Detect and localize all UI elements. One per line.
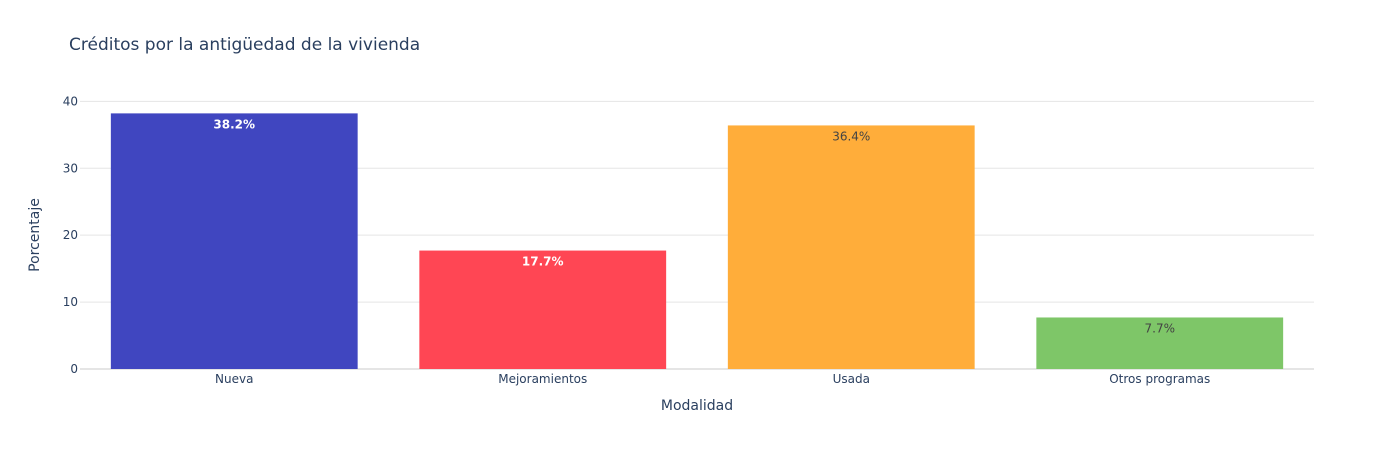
chart-title: Créditos por la antigüedad de la viviend… bbox=[69, 35, 420, 55]
y-tick-label: 20 bbox=[63, 228, 78, 242]
bar-data-label: 17.7% bbox=[522, 255, 564, 269]
y-tick-label: 0 bbox=[70, 362, 78, 376]
bar bbox=[727, 125, 975, 370]
x-tick-label: Otros programas bbox=[1109, 372, 1210, 386]
bars bbox=[110, 113, 1284, 370]
x-tick-label: Nueva bbox=[215, 372, 253, 386]
bar bbox=[1036, 317, 1284, 369]
y-tick-label: 40 bbox=[63, 94, 78, 108]
bar bbox=[419, 250, 667, 369]
y-axis-ticks: 0 10 20 30 40 bbox=[63, 94, 78, 376]
x-axis-title: Modalidad bbox=[661, 398, 733, 414]
y-tick-label: 10 bbox=[63, 295, 78, 309]
x-tick-label: Mejoramientos bbox=[498, 372, 587, 386]
bar-data-label: 38.2% bbox=[213, 117, 255, 131]
bar-data-label: 36.4% bbox=[832, 129, 870, 143]
x-axis-ticks: Nueva Mejoramientos Usada Otros programas bbox=[215, 372, 1210, 386]
bar-labels: 38.2% 17.7% 36.4% 7.7% bbox=[213, 117, 1175, 335]
bar-data-label: 7.7% bbox=[1145, 321, 1176, 335]
y-axis-title: Porcentaje bbox=[27, 198, 43, 272]
bar bbox=[110, 113, 358, 369]
y-tick-label: 30 bbox=[63, 161, 78, 175]
x-tick-label: Usada bbox=[833, 372, 870, 386]
